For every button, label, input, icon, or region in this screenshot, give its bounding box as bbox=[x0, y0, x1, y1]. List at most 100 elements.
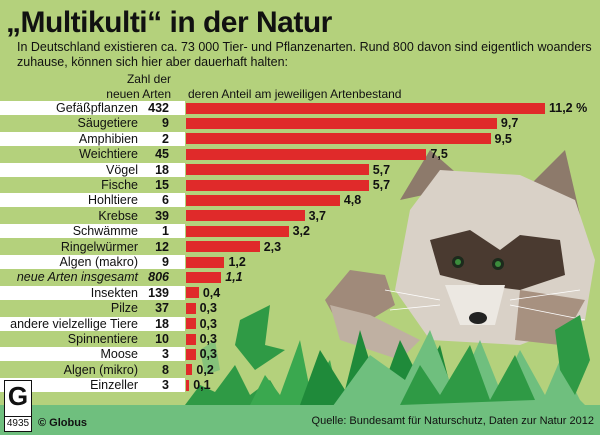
species-count: 8 bbox=[162, 362, 169, 377]
bar-value-label: 2,3 bbox=[263, 239, 282, 254]
category-label: Hohltiere bbox=[87, 193, 138, 208]
count-column-header: Zahl der neuen Arten bbox=[106, 72, 171, 101]
category-label: Spinnentiere bbox=[67, 332, 138, 346]
bar bbox=[186, 379, 190, 391]
species-count: 432 bbox=[148, 101, 169, 115]
bar-value-label: 9,5 bbox=[494, 131, 512, 146]
bar bbox=[186, 287, 199, 299]
category-label: Insekten bbox=[90, 285, 138, 300]
bar bbox=[186, 318, 196, 330]
category-label: Krebse bbox=[98, 208, 138, 223]
category-row: Moose 3 bbox=[0, 347, 185, 362]
species-count: 18 bbox=[155, 162, 169, 177]
source-note: Quelle: Bundesamt für Naturschutz, Daten… bbox=[311, 415, 594, 427]
species-count: 3 bbox=[162, 347, 169, 362]
bar-value-label: 0,1 bbox=[193, 378, 211, 393]
category-label: Schwämme bbox=[72, 224, 138, 239]
species-count: 10 bbox=[155, 332, 169, 346]
species-count: 18 bbox=[155, 316, 169, 331]
bar bbox=[186, 225, 289, 237]
category-row: Insekten 139 bbox=[0, 285, 185, 300]
category-row: Einzeller 3 bbox=[0, 378, 185, 393]
bar bbox=[186, 348, 196, 360]
bar bbox=[186, 256, 225, 268]
category-label: Fische bbox=[101, 178, 138, 192]
category-row: neue Arten insgesamt 806 bbox=[0, 270, 185, 284]
category-label: Algen (mikro) bbox=[63, 362, 138, 377]
bar-value-label: 0,3 bbox=[199, 316, 217, 331]
bar bbox=[186, 164, 369, 176]
share-column-header: deren Anteil am jeweiligen Artenbestand bbox=[188, 87, 402, 101]
species-count: 2 bbox=[162, 131, 169, 146]
bar-value-label: 7,5 bbox=[430, 147, 448, 162]
logo-letter: G bbox=[7, 381, 29, 411]
species-count: 9 bbox=[162, 116, 169, 131]
bar-value-label: 1,2 bbox=[228, 255, 246, 269]
credit: © Globus bbox=[38, 417, 88, 429]
species-count: 3 bbox=[162, 378, 169, 393]
category-row: Algen (mikro) 8 bbox=[0, 363, 185, 377]
bar-value-label: 0,3 bbox=[199, 332, 217, 346]
bar-value-label: 0,2 bbox=[196, 362, 214, 377]
category-row: Pilze 37 bbox=[0, 301, 185, 315]
category-label: Weichtiere bbox=[79, 147, 138, 162]
bar bbox=[186, 148, 427, 160]
bar-value-label: 0,3 bbox=[199, 347, 217, 362]
category-row: Schwämme 1 bbox=[0, 224, 185, 239]
category-label: Einzeller bbox=[90, 378, 138, 393]
raccoon-illustration bbox=[325, 150, 595, 360]
bar bbox=[186, 364, 193, 376]
page-title: „Multikulti“ in der Natur bbox=[6, 6, 332, 39]
subtitle: In Deutschland existieren ca. 73 000 Tie… bbox=[17, 40, 592, 69]
species-count: 37 bbox=[155, 301, 169, 316]
category-row: Amphibien 2 bbox=[0, 131, 185, 146]
category-row: Säugetiere 9 bbox=[0, 116, 185, 130]
bar bbox=[186, 194, 340, 206]
bar-value-label: 9,7 bbox=[500, 116, 519, 131]
grass-illustration bbox=[185, 305, 590, 410]
category-label: Pilze bbox=[110, 301, 138, 316]
species-count: 9 bbox=[162, 255, 169, 269]
category-row: andere vielzellige Tiere 18 bbox=[0, 316, 185, 331]
category-label: Ringelwürmer bbox=[60, 239, 138, 254]
species-count: 139 bbox=[148, 285, 169, 300]
bar-value-label: 1,1 bbox=[225, 270, 243, 285]
category-label: Gefäßpflanzen bbox=[56, 101, 138, 115]
bar bbox=[186, 271, 222, 283]
category-row: Gefäßpflanzen 432 bbox=[0, 101, 185, 115]
bar-value-label: 4,8 bbox=[343, 193, 362, 208]
bar-value-label: 11,2 % bbox=[549, 101, 588, 115]
bar bbox=[186, 117, 497, 129]
species-count: 15 bbox=[155, 178, 169, 192]
species-count: 806 bbox=[148, 270, 169, 285]
bar-value-label: 0,4 bbox=[202, 285, 221, 300]
species-count: 1 bbox=[162, 224, 169, 239]
category-row: Ringelwürmer 12 bbox=[0, 240, 185, 254]
category-row: Hohltiere 6 bbox=[0, 193, 185, 208]
category-row: Krebse 39 bbox=[0, 209, 185, 223]
category-label: Amphibien bbox=[78, 131, 138, 146]
species-count: 6 bbox=[162, 193, 169, 208]
logo-number: 4935 bbox=[5, 416, 31, 429]
bar bbox=[186, 302, 196, 314]
category-label: Algen (makro) bbox=[59, 255, 139, 269]
bar-value-label: 3,7 bbox=[308, 208, 326, 223]
category-row: Fische 15 bbox=[0, 178, 185, 192]
bar bbox=[186, 241, 260, 253]
species-count: 39 bbox=[155, 208, 169, 223]
category-label: Säugetiere bbox=[77, 116, 138, 131]
bar bbox=[186, 179, 369, 191]
bar bbox=[186, 210, 305, 222]
bar-value-label: 5,7 bbox=[372, 178, 391, 192]
bar-value-label: 5,7 bbox=[372, 162, 391, 177]
species-count: 12 bbox=[155, 239, 169, 254]
bar bbox=[186, 102, 545, 114]
bar bbox=[186, 333, 196, 345]
category-label: Moose bbox=[100, 347, 138, 362]
category-label: Vögel bbox=[106, 162, 138, 177]
category-row: Spinnentiere 10 bbox=[0, 332, 185, 346]
bar-value-label: 3,2 bbox=[292, 224, 310, 239]
category-label: andere vielzellige Tiere bbox=[10, 316, 138, 331]
